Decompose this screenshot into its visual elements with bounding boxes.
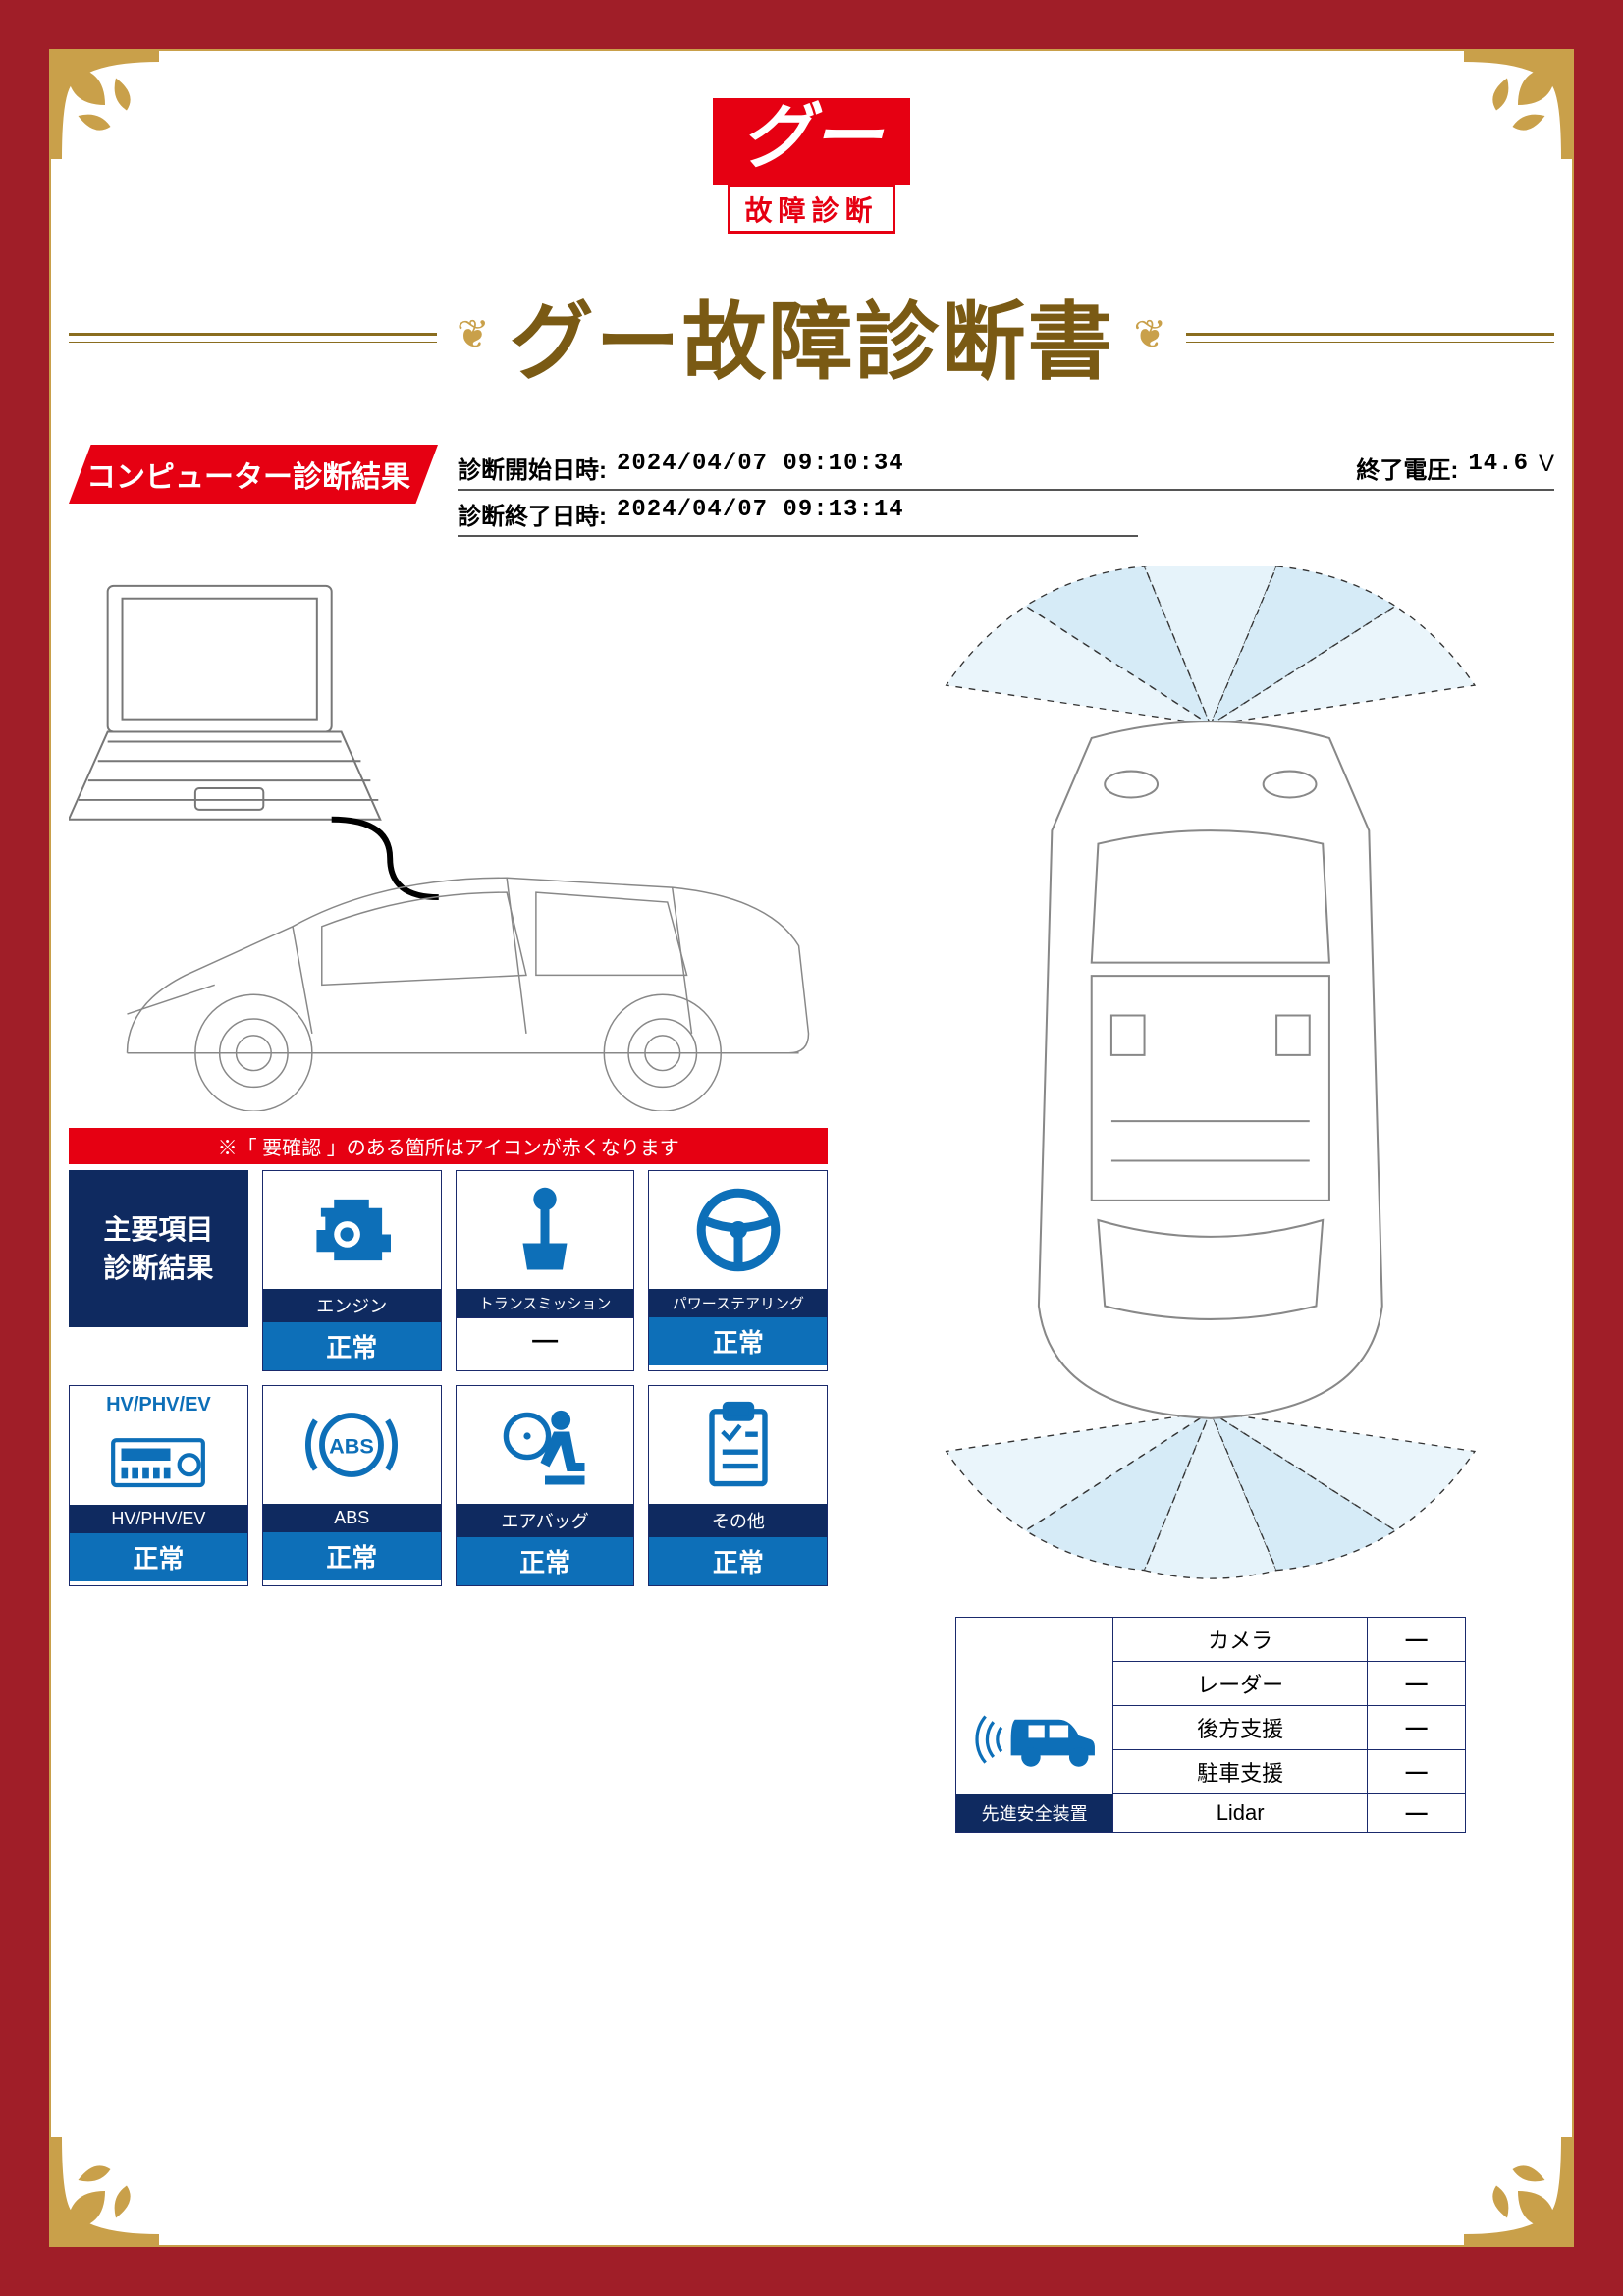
hv-phv-ev-card: HV/PHV/EV HV/PHV/EV 正常 [69,1385,248,1586]
clipboard-icon [649,1386,827,1504]
hv-status: 正常 [70,1533,247,1581]
main-title: グー故障診断書 [510,273,1114,396]
abs-label: ABS [263,1504,441,1532]
svg-text:ABS: ABS [329,1434,374,1459]
airbag-label: エアバッグ [457,1504,634,1537]
engine-label: エンジン [263,1289,441,1322]
transmission-icon [457,1171,634,1289]
safety-car-icon-cell: 先進安全装置 [956,1617,1113,1832]
meta-start-value: 2024/04/07 09:10:34 [617,451,904,485]
meta-start-label: 診断開始日時: [458,451,607,485]
abs-card: ABS ABS 正常 [262,1385,442,1586]
steering-wheel-icon [649,1171,827,1289]
airbag-card: エアバッグ 正常 [456,1385,635,1586]
safety-row-value: — [1368,1749,1466,1793]
safety-row-name: カメラ [1113,1617,1368,1661]
safety-row-value: — [1368,1617,1466,1661]
battery-module-icon [70,1416,247,1505]
main-results-header-card: 主要項目 診断結果 [69,1170,248,1371]
power-steering-card: パワーステアリング 正常 [648,1170,828,1371]
car-side-diagram: ※「 要確認 」のある箇所はアイコンが赤くなります 主要項目 診断結果 エンジン… [69,566,828,1833]
other-label: その他 [649,1504,827,1537]
flourish-icon: ❦ [1134,312,1167,357]
airbag-icon [457,1386,634,1504]
safety-header: 先進安全装置 [956,1794,1112,1832]
diagnostic-cards-grid: 主要項目 診断結果 エンジン 正常 トランスミッション — [69,1170,828,1586]
laptop-car-diagram-icon [69,566,828,1111]
page-content: グー 故障診断 ❦ グー故障診断書 ❦ コンピューター診断結果 診断開始日時: … [69,69,1554,2227]
meta-voltage-unit: V [1539,451,1554,485]
transmission-label: トランスミッション [457,1289,634,1317]
warning-bar: ※「 要確認 」のある箇所はアイコンが赤くなります [69,1128,828,1164]
diagram-row: ※「 要確認 」のある箇所はアイコンが赤くなります 主要項目 診断結果 エンジン… [69,566,1554,1833]
meta-table: 診断開始日時: 2024/04/07 09:10:34 終了電圧: 14.6 V… [458,445,1554,537]
safety-row-name: レーダー [1113,1661,1368,1705]
safety-row-value: — [1368,1793,1466,1832]
flourish-icon: ❦ [457,312,490,357]
power-steering-label: パワーステアリング [649,1289,827,1317]
logo-block: グー 故障診断 [69,98,1554,234]
section-header-row: コンピューター診断結果 診断開始日時: 2024/04/07 09:10:34 … [69,445,1554,537]
hv-top-text: HV/PHV/EV [70,1386,247,1416]
other-card: その他 正常 [648,1385,828,1586]
abs-icon: ABS [263,1386,441,1504]
title-divider-right [1186,333,1554,336]
transmission-status: — [457,1317,634,1361]
safety-equipment-table: 先進安全装置 カメラ — レーダー — 後方支援 — 駐車支援 — [955,1617,1466,1833]
title-divider-left [69,333,437,336]
meta-voltage-value: 14.6 [1468,451,1529,485]
other-status: 正常 [649,1537,827,1585]
safety-row-name: 駐車支援 [1113,1749,1368,1793]
safety-car-icon [971,1696,1099,1775]
car-top-radar-diagram: 先進安全装置 カメラ — レーダー — 後方支援 — 駐車支援 — [867,566,1554,1833]
title-row: ❦ グー故障診断書 ❦ [69,273,1554,396]
meta-end-value: 2024/04/07 09:13:14 [617,497,904,531]
abs-status: 正常 [263,1532,441,1580]
engine-card: エンジン 正常 [262,1170,442,1371]
airbag-status: 正常 [457,1537,634,1585]
logo-text: グー [713,98,909,185]
car-top-view-icon [867,566,1554,1597]
power-steering-status: 正常 [649,1317,827,1365]
hv-label: HV/PHV/EV [70,1505,247,1533]
meta-voltage-label: 終了電圧: [1356,451,1458,485]
meta-end-label: 診断終了日時: [458,497,607,531]
safety-row-value: — [1368,1705,1466,1749]
engine-status: 正常 [263,1322,441,1370]
section-header: コンピューター診断結果 [69,445,438,504]
safety-row-name: Lidar [1113,1793,1368,1832]
safety-row-name: 後方支援 [1113,1705,1368,1749]
logo-subtitle: 故障診断 [728,185,894,234]
engine-icon [263,1171,441,1289]
transmission-card: トランスミッション — [456,1170,635,1371]
safety-row-value: — [1368,1661,1466,1705]
main-results-header: 主要項目 診断結果 [69,1170,248,1327]
